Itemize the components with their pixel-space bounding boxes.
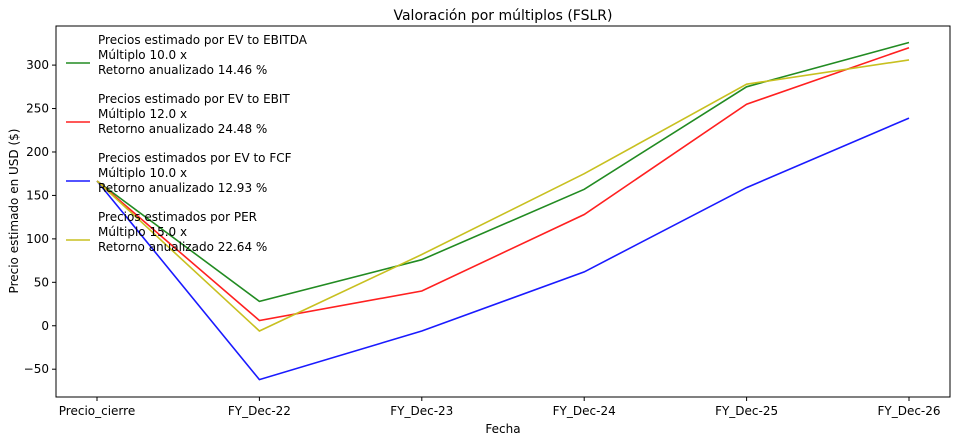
y-axis: −50 0 50 100 150 200 250 300 [24,58,56,376]
x-tick-label: FY_Dec-23 [390,404,453,418]
x-tick-label: FY_Dec-22 [228,404,291,418]
y-tick-label: 250 [26,102,49,116]
x-tick-label: FY_Dec-26 [877,404,940,418]
y-tick-label: 0 [41,319,49,333]
legend-entry-text: Precios estimados por EV to FCF [98,151,292,165]
y-tick-label: 300 [26,58,49,72]
legend-entry-text: Precios estimado por EV to EBITDA [98,33,308,47]
x-axis: Precio_cierre FY_Dec-22 FY_Dec-23 FY_Dec-24… [59,397,941,418]
y-tick-label: 50 [34,275,49,289]
legend-entry-text: Precios estimados por PER [98,210,257,224]
legend-entry-text: Múltiplo 10.0 x [98,48,187,62]
legend: Precios estimado por EV to EBITDAMúltipl… [66,33,308,254]
x-axis-label: Fecha [485,422,520,436]
legend-entry-text: Retorno anualizado 24.48 % [98,122,267,136]
x-tick-label: FY_Dec-25 [715,404,778,418]
series-line-1 [96,41,910,303]
y-tick-label: −50 [24,362,49,376]
y-tick-label: 200 [26,145,49,159]
y-tick-label: 150 [26,188,49,202]
x-tick-label: Precio_cierre [59,404,135,418]
series-line-2 [96,46,910,322]
legend-entry-text: Retorno anualizado 12.93 % [98,181,267,195]
legend-entry-text: Retorno anualizado 22.64 % [98,240,267,254]
series-line-3 [96,117,910,381]
legend-entry-text: Múltiplo 12.0 x [98,107,187,121]
legend-entry-text: Retorno anualizado 14.46 % [98,63,267,77]
legend-entry-text: Precios estimado por EV to EBIT [98,92,290,106]
y-tick-label: 100 [26,232,49,246]
legend-entry-text: Múltiplo 15.0 x [98,225,187,239]
series-line-4 [96,59,910,332]
y-axis-label: Precio estimado en USD ($) [7,129,21,294]
plot-frame [55,25,951,398]
legend-entry-text: Múltiplo 10.0 x [98,166,187,180]
x-tick-label: FY_Dec-24 [553,404,616,418]
series-lines [96,41,910,381]
chart-title: Valoración por múltiplos (FSLR) [393,8,612,24]
